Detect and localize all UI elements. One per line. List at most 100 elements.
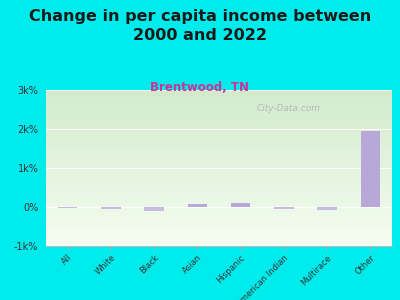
Bar [46,151,392,152]
Bar [46,155,392,157]
Bar [46,104,392,106]
Bar [46,120,392,121]
Bar [46,96,392,98]
Bar [46,188,392,190]
Bar [46,129,392,130]
Bar [46,118,392,120]
Bar [46,93,392,95]
Bar [46,101,392,103]
Bar [231,203,250,207]
Bar [46,128,392,129]
Bar [46,92,392,93]
Bar [46,159,392,160]
Bar [46,206,392,207]
Text: City-Data.com: City-Data.com [256,104,320,113]
Text: Brentwood, TN: Brentwood, TN [150,81,250,94]
Bar [46,190,392,191]
Bar [46,193,392,194]
Bar [46,182,392,184]
Bar [46,220,392,221]
Bar [46,176,392,177]
Text: Change in per capita income between
2000 and 2022: Change in per capita income between 2000… [29,9,371,43]
Bar [46,230,392,232]
Bar [46,138,392,140]
Bar [46,154,392,155]
Bar [46,212,392,213]
Bar [46,232,392,233]
Bar [46,204,392,206]
Bar [46,185,392,187]
Bar [46,95,392,96]
Bar [144,207,164,211]
Bar [46,198,392,199]
Bar [46,123,392,124]
Bar [46,113,392,115]
Bar [46,134,392,135]
Bar [46,107,392,109]
Bar [46,207,392,208]
Bar [46,229,392,230]
Bar [46,184,392,185]
Bar [46,116,392,118]
Bar [46,98,392,99]
Bar [46,244,392,246]
Bar [46,106,392,107]
Bar [46,99,392,101]
Bar [46,240,392,241]
Bar [101,207,121,209]
Bar [58,207,77,208]
Bar [46,148,392,149]
Bar [46,124,392,126]
Bar [46,241,392,243]
Bar [46,221,392,223]
Bar [46,169,392,171]
Bar [46,171,392,173]
Bar [46,238,392,240]
Bar [46,126,392,128]
Bar [46,109,392,110]
Bar [46,165,392,166]
Bar [46,216,392,218]
Bar [317,207,337,210]
Bar [46,187,392,188]
Bar [46,168,392,170]
Bar [46,115,392,116]
Bar [46,224,392,226]
Bar [46,237,392,238]
Bar [46,218,392,220]
Bar [46,90,392,92]
Bar [46,145,392,146]
Bar [46,152,392,154]
Bar [46,202,392,204]
Bar [46,132,392,134]
Bar [46,167,392,168]
Bar [46,194,392,196]
Bar [46,179,392,181]
Bar [46,233,392,235]
Bar [46,157,392,159]
Bar [188,204,207,207]
Bar [46,130,392,132]
Bar [46,223,392,224]
Bar [46,160,392,162]
Bar [46,112,392,113]
Bar [274,207,294,209]
Bar [46,243,392,244]
Bar [46,201,392,202]
Bar [46,173,392,174]
Bar [46,177,392,179]
Bar [46,142,392,143]
Bar [46,146,392,148]
Bar [46,149,392,151]
Bar [46,110,392,112]
Bar [46,215,392,216]
Bar [46,208,392,210]
Bar [46,199,392,201]
Bar [46,226,392,227]
Bar [46,210,392,212]
Bar [46,137,392,138]
Bar [46,227,392,229]
Bar [46,191,392,193]
Bar [46,235,392,237]
Bar [46,174,392,176]
